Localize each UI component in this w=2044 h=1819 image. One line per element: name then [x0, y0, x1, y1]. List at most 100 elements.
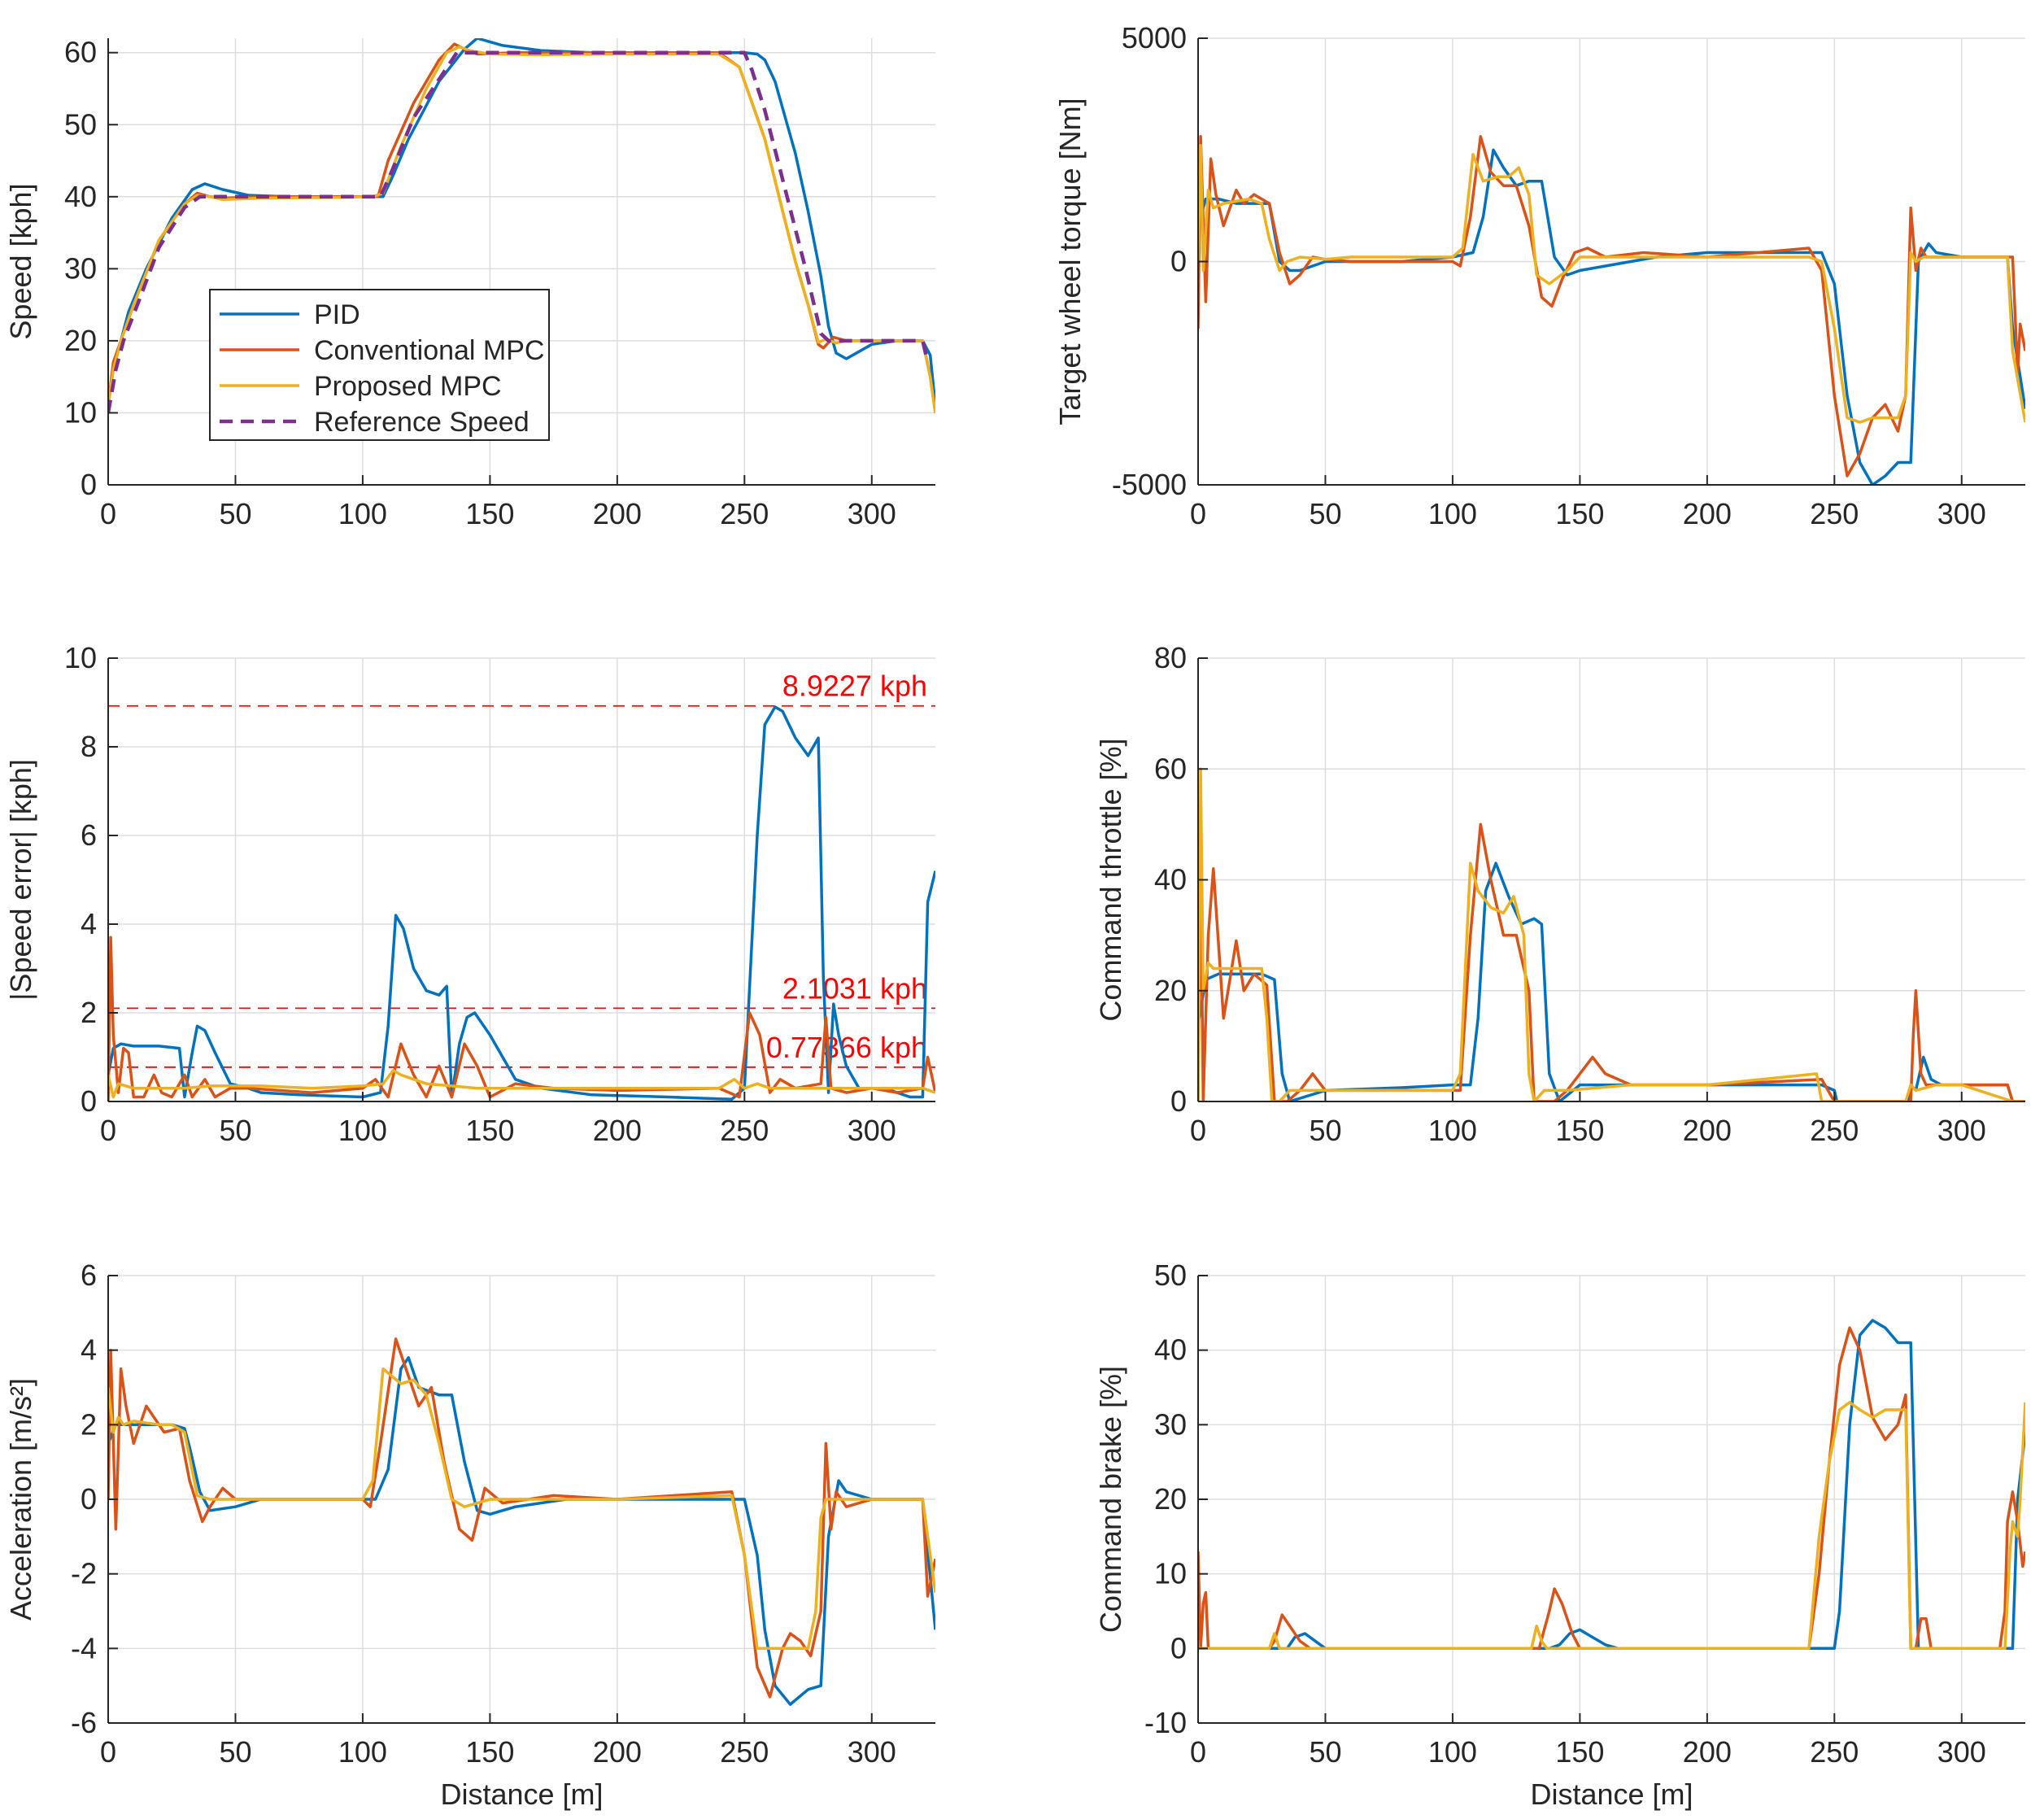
series-line-pid [1198, 1319, 2025, 1651]
y-tick-label: 6 [81, 818, 97, 852]
y-tick-label: 50 [64, 107, 97, 141]
y-tick-label: 0 [81, 1084, 97, 1118]
y-axis-label: Speed [kph] [4, 183, 37, 339]
series-line-pid [1198, 148, 2025, 485]
y-tick-label: -5000 [1112, 468, 1187, 501]
y-tick-label: 40 [1154, 863, 1187, 896]
series-line-pid [108, 1356, 935, 1706]
series-line-ref [108, 50, 930, 413]
series-line-conv [108, 936, 935, 1101]
x-tick-label: 300 [848, 497, 896, 530]
y-tick-label: 10 [64, 395, 97, 429]
x-tick-label: 0 [100, 497, 116, 530]
legend: PID Conventional MPC Proposed MPC Reference… [209, 289, 550, 441]
x-tick-label: 0 [100, 1735, 116, 1769]
x-tick-label: 200 [593, 497, 642, 530]
y-tick-label: -4 [71, 1631, 97, 1664]
y-axis-label: Target wheel torque [Nm] [1053, 98, 1087, 425]
y-tick-label: 0 [81, 1482, 97, 1516]
x-tick-label: 100 [1428, 1735, 1477, 1769]
x-tick-label: 150 [465, 1735, 514, 1769]
x-tick-label: 300 [848, 1114, 896, 1147]
x-axis-label: Distance [m] [440, 1778, 603, 1811]
y-tick-label: 60 [1154, 752, 1187, 785]
y-axis-label: Command throttle [%] [1094, 738, 1127, 1021]
legend-label-pid: PID [314, 299, 360, 330]
x-tick-label: 100 [338, 497, 387, 530]
series-line-conv [1198, 135, 2025, 478]
x-tick-label: 100 [1428, 1114, 1477, 1147]
x-tick-label: 0 [100, 1114, 116, 1147]
y-axis-label: |Speed error| [kph] [4, 759, 37, 1001]
y-axis-label: Command brake [%] [1094, 1366, 1127, 1633]
x-tick-label: 200 [593, 1735, 642, 1769]
chart-accel: 0 50 100 150 200 250 300 -6 -4 -2 0 2 4 6 Acceleration… [4, 1258, 935, 1811]
y-tick-label: 80 [1154, 641, 1187, 674]
chart-throttle: 0 50 100 150 200 250 300 0 20 40 60 80 Command throt… [1094, 641, 2025, 1147]
x-tick-label: 100 [338, 1735, 387, 1769]
series-line-conv [108, 1337, 935, 1699]
y-tick-label: 5000 [1122, 21, 1187, 55]
x-tick-label: 250 [720, 1735, 769, 1769]
legend-label-conv: Conventional MPC [314, 335, 544, 366]
x-tick-label: 50 [219, 1735, 251, 1769]
x-tick-label: 150 [465, 497, 514, 530]
x-tick-label: 150 [1555, 1735, 1604, 1769]
x-tick-label: 250 [1810, 1114, 1859, 1147]
y-tick-label: 0 [1170, 1631, 1187, 1664]
y-tick-label: 0 [81, 468, 97, 501]
y-tick-label: 2 [81, 996, 97, 1029]
y-axis-label: Acceleration [m/s²] [4, 1378, 37, 1621]
series-line-prop [1198, 144, 2025, 424]
series-line-prop [108, 1069, 935, 1099]
x-tick-label: 100 [338, 1114, 387, 1147]
series-line-prop [1198, 1401, 2025, 1651]
y-tick-label: 20 [64, 324, 97, 357]
x-tick-label: 200 [1683, 1735, 1732, 1769]
x-tick-label: 300 [1937, 1114, 1986, 1147]
x-tick-label: 0 [1190, 1735, 1206, 1769]
series-line-pid [108, 38, 935, 406]
y-tick-label: 10 [1154, 1557, 1187, 1590]
series-group [1198, 135, 2025, 485]
y-tick-label: 40 [1154, 1333, 1187, 1367]
x-tick-label: 250 [720, 497, 769, 530]
x-tick-label: 150 [1555, 1114, 1604, 1147]
y-tick-label: 0 [1170, 245, 1187, 278]
y-tick-label: 60 [64, 36, 97, 69]
series-group [1198, 1319, 2025, 1651]
y-tick-label: 6 [81, 1258, 97, 1292]
x-tick-label: 0 [1190, 497, 1206, 530]
y-tick-label: 2 [81, 1407, 97, 1441]
y-tick-label: -10 [1144, 1706, 1187, 1739]
series-group [108, 705, 935, 1101]
y-tick-label: 40 [64, 180, 97, 213]
series-line-conv [1198, 1326, 2025, 1651]
y-tick-label: 20 [1154, 974, 1187, 1007]
x-tick-label: 300 [1937, 1735, 1986, 1769]
series-group [108, 38, 935, 413]
x-tick-label: 300 [848, 1735, 896, 1769]
x-tick-label: 0 [1190, 1114, 1206, 1147]
x-tick-label: 250 [720, 1114, 769, 1147]
x-axis-label: Distance [m] [1530, 1778, 1693, 1811]
legend-label-ref: Reference Speed [314, 407, 530, 438]
y-tick-label: 30 [1154, 1407, 1187, 1441]
threshold-label: 0.77366 kph [766, 1031, 927, 1064]
series-line-prop [1198, 767, 2025, 1101]
y-tick-label: 8 [81, 730, 97, 763]
series-line-pid [1198, 862, 2025, 1101]
y-tick-label: -2 [71, 1557, 97, 1590]
x-tick-label: 150 [1555, 497, 1604, 530]
x-tick-label: 200 [1683, 1114, 1732, 1147]
x-tick-label: 50 [1309, 497, 1341, 530]
x-tick-label: 150 [465, 1114, 514, 1147]
y-tick-label: 4 [81, 907, 97, 940]
y-tick-label: -6 [71, 1706, 97, 1739]
series-line-conv [1198, 822, 2025, 1101]
legend-label-prop: Proposed MPC [314, 371, 502, 402]
x-tick-label: 50 [1309, 1114, 1341, 1147]
y-tick-label: 4 [81, 1333, 97, 1367]
